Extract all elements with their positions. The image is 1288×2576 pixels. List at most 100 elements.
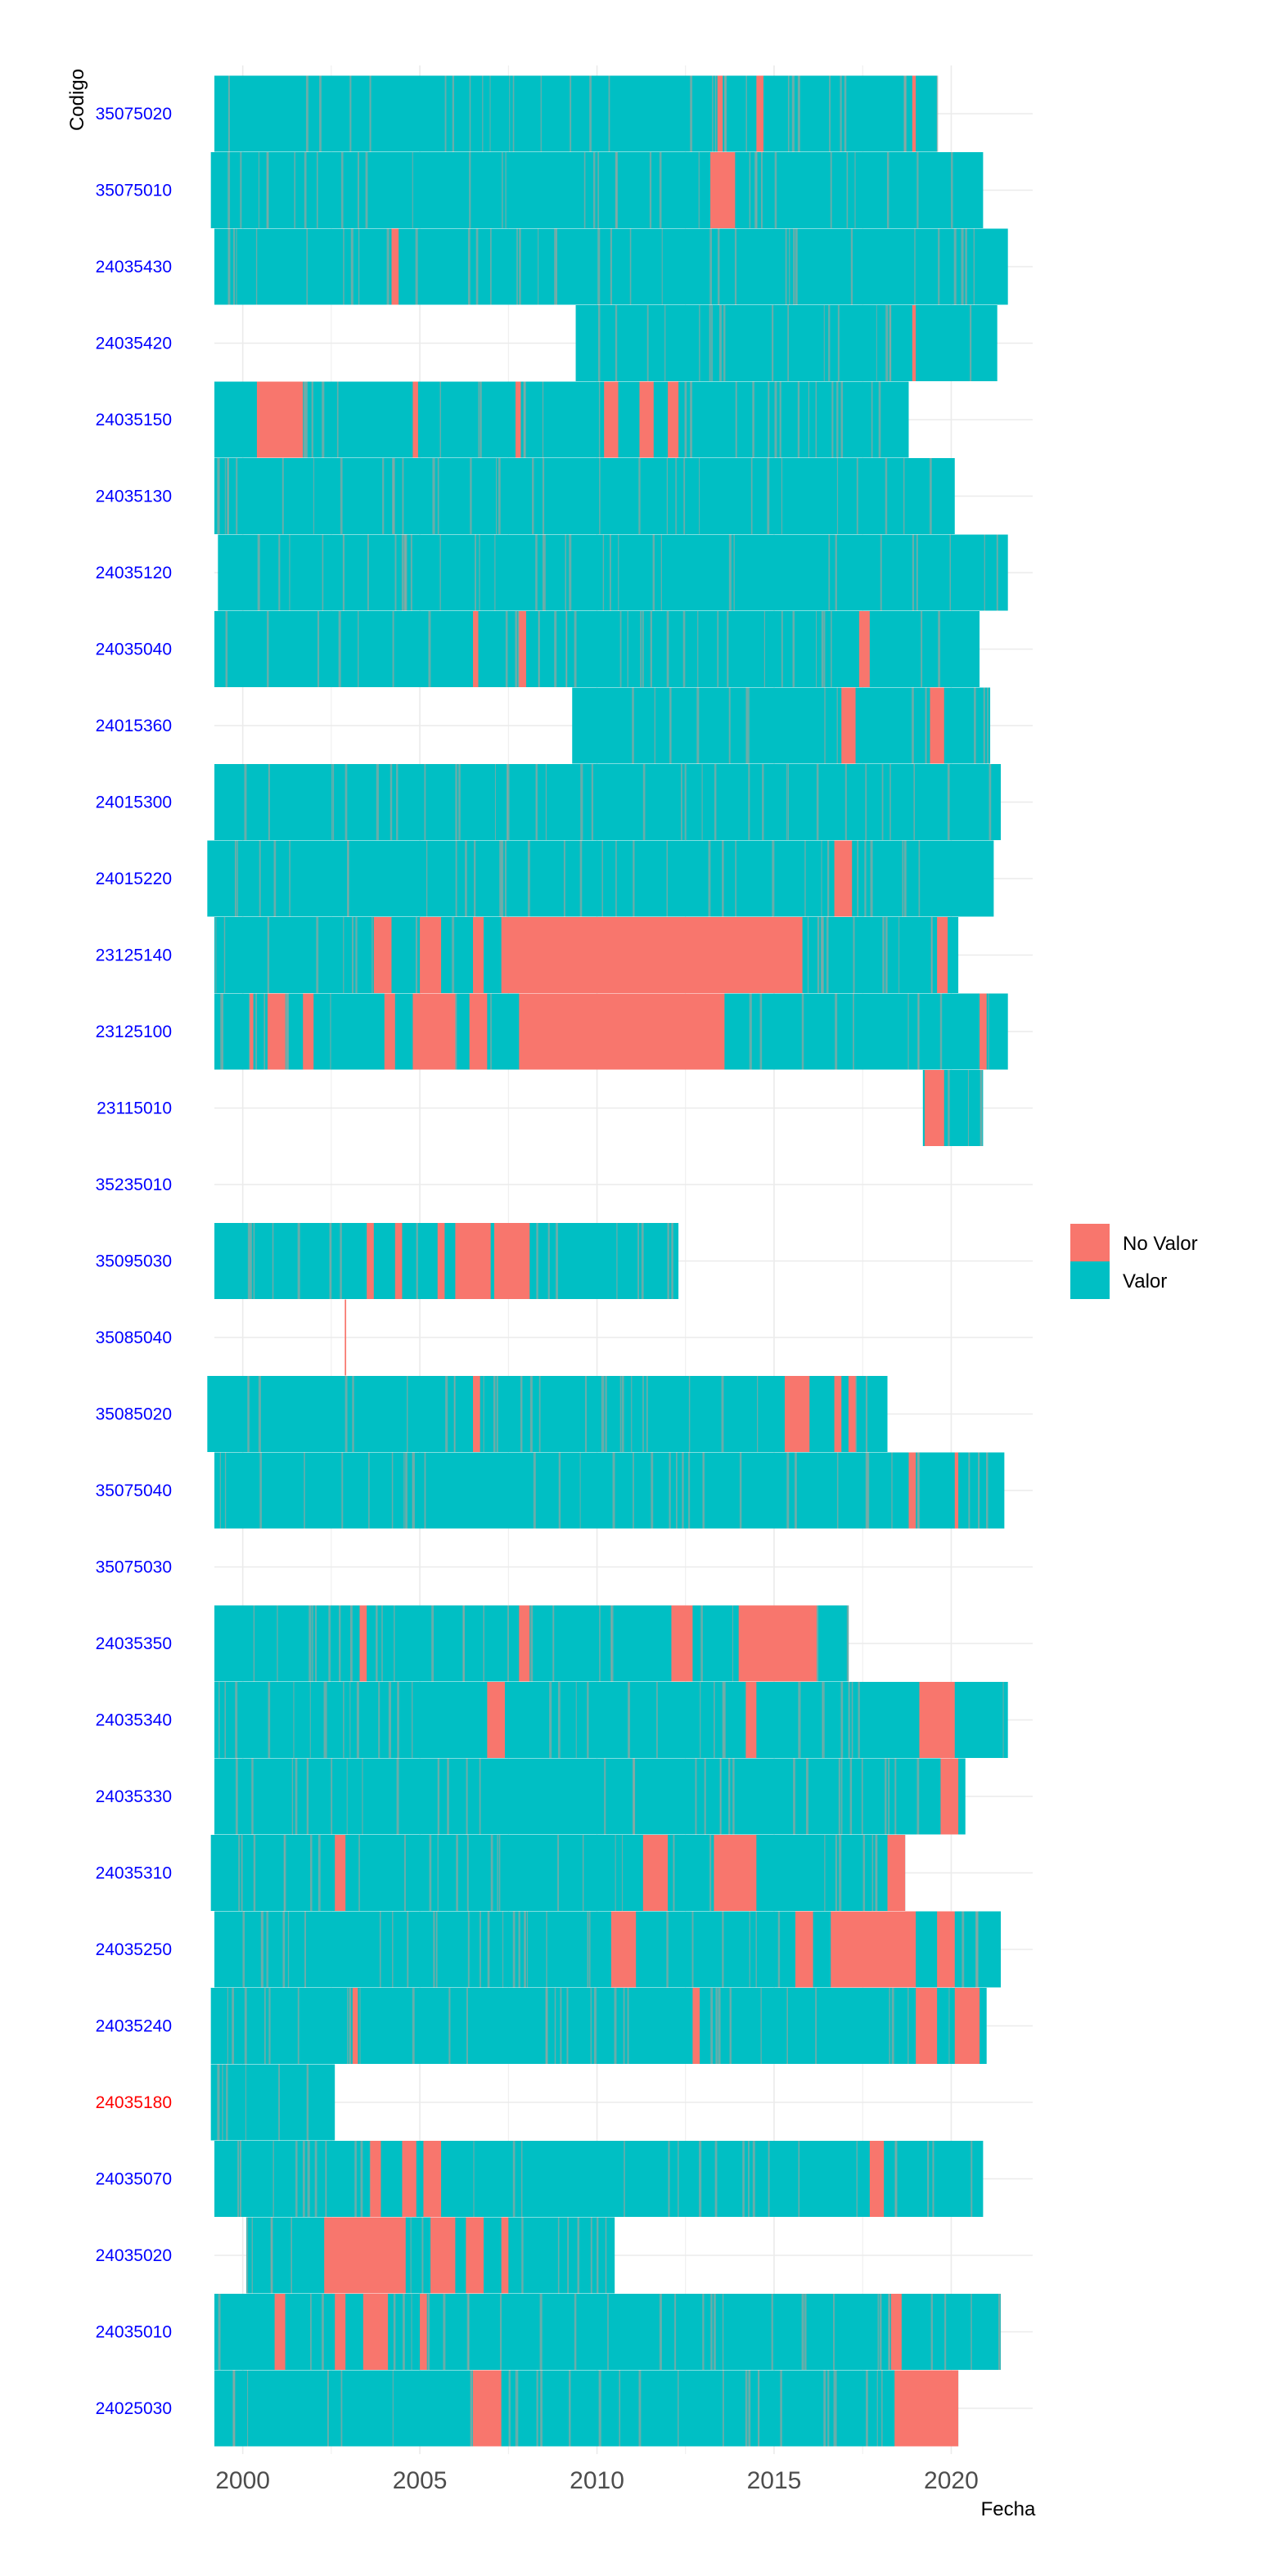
gap-line: [266, 1911, 268, 1988]
gap-line: [602, 1376, 605, 1452]
gap-line: [272, 2141, 274, 2217]
gap-line: [342, 534, 345, 611]
gap-line: [792, 611, 795, 687]
gap-line: [447, 1758, 449, 1835]
gap-line: [542, 534, 544, 611]
gap-line: [291, 1758, 294, 1835]
gap-line: [569, 2370, 571, 2447]
gap-line: [669, 1452, 671, 1529]
gap-line: [998, 2294, 1001, 2370]
gap-line: [224, 1682, 226, 1758]
gap-line: [239, 2141, 242, 2217]
gap-line: [480, 381, 482, 458]
y-tick-label: 24015360: [96, 717, 172, 735]
no-valor-segment: [887, 1835, 906, 1911]
gap-line: [338, 611, 341, 687]
gap-line: [881, 764, 884, 840]
gap-line: [971, 2141, 973, 2217]
gap-line: [593, 1988, 597, 2064]
gap-line: [835, 534, 837, 611]
no-valor-segment: [912, 305, 916, 381]
valor-bar: [214, 1452, 1005, 1529]
gap-line: [251, 2217, 253, 2294]
y-tick-label: 24035120: [96, 564, 172, 582]
gap-line: [295, 1758, 298, 1835]
gap-line: [932, 2141, 934, 2217]
gap-line: [627, 1988, 629, 2064]
legend: No Valor Valor: [1070, 1224, 1198, 1299]
gap-line: [599, 1605, 601, 1682]
gap-line: [708, 840, 711, 917]
gap-line: [590, 1988, 592, 2064]
gap-line: [750, 458, 753, 534]
gap-line: [515, 611, 518, 687]
gap-line: [779, 381, 781, 458]
gap-line: [267, 917, 270, 993]
gap-line: [699, 458, 700, 534]
gap-line: [798, 2141, 800, 2217]
gap-line: [795, 228, 798, 305]
gap-line: [733, 534, 735, 611]
gap-line: [831, 381, 834, 458]
gap-line: [786, 1452, 790, 1529]
gap-line: [547, 1223, 550, 1299]
gap-line: [540, 75, 542, 152]
no-valor-segment: [795, 1911, 813, 1988]
valor-bar: [572, 687, 991, 764]
gap-line: [664, 305, 666, 381]
gap-line: [558, 1452, 561, 1529]
gap-line: [612, 1452, 615, 1529]
gap-line: [739, 1452, 742, 1529]
gap-line: [709, 1835, 712, 1911]
gap-line: [607, 2294, 609, 2370]
gap-line: [452, 75, 454, 152]
gap-line: [498, 458, 501, 534]
y-tick-label: 24015220: [96, 870, 172, 888]
gap-line: [317, 1835, 321, 1911]
gap-line: [722, 1682, 725, 1758]
gap-line: [944, 2294, 947, 2370]
gap-line: [768, 2141, 770, 2217]
gap-line: [711, 305, 713, 381]
gap-line: [754, 152, 757, 228]
gap-line: [435, 1911, 438, 1988]
valor-bar: [214, 75, 938, 152]
gap-line: [340, 2370, 343, 2447]
gap-line: [227, 75, 230, 152]
gap-line: [885, 305, 889, 381]
gap-line: [921, 611, 923, 687]
no-valor-segment: [519, 611, 526, 687]
gap-line: [412, 1988, 415, 2064]
gap-line: [507, 1605, 509, 1682]
gap-line: [682, 611, 686, 687]
gap-line: [781, 611, 783, 687]
gap-line: [666, 458, 669, 534]
gap-line: [415, 228, 418, 305]
gap-line: [752, 2141, 755, 2217]
gap-line: [466, 1988, 468, 2064]
gap-line: [579, 1452, 581, 1529]
gap-line: [877, 2294, 879, 2370]
gap-line: [669, 687, 672, 764]
gap-line: [938, 228, 940, 305]
gap-line: [524, 1911, 526, 1988]
gap-line: [659, 2294, 662, 2370]
gap-line: [349, 1988, 352, 2064]
gap-line: [728, 534, 732, 611]
gap-line: [304, 152, 307, 228]
gap-line: [218, 2294, 221, 2370]
gap-line: [282, 1911, 286, 1988]
gap-line: [646, 305, 649, 381]
gap-line: [605, 2217, 607, 2294]
gap-line: [507, 764, 510, 840]
gap-line: [876, 2370, 878, 2447]
no-valor-segment: [831, 1911, 916, 1988]
gap-line: [805, 1758, 809, 1835]
gap-line: [794, 1452, 797, 1529]
no-valor-segment: [469, 993, 488, 1070]
gap-line: [755, 152, 758, 228]
gap-line: [690, 75, 693, 152]
valor-bar: [575, 305, 998, 381]
no-valor-segment: [501, 2217, 509, 2294]
